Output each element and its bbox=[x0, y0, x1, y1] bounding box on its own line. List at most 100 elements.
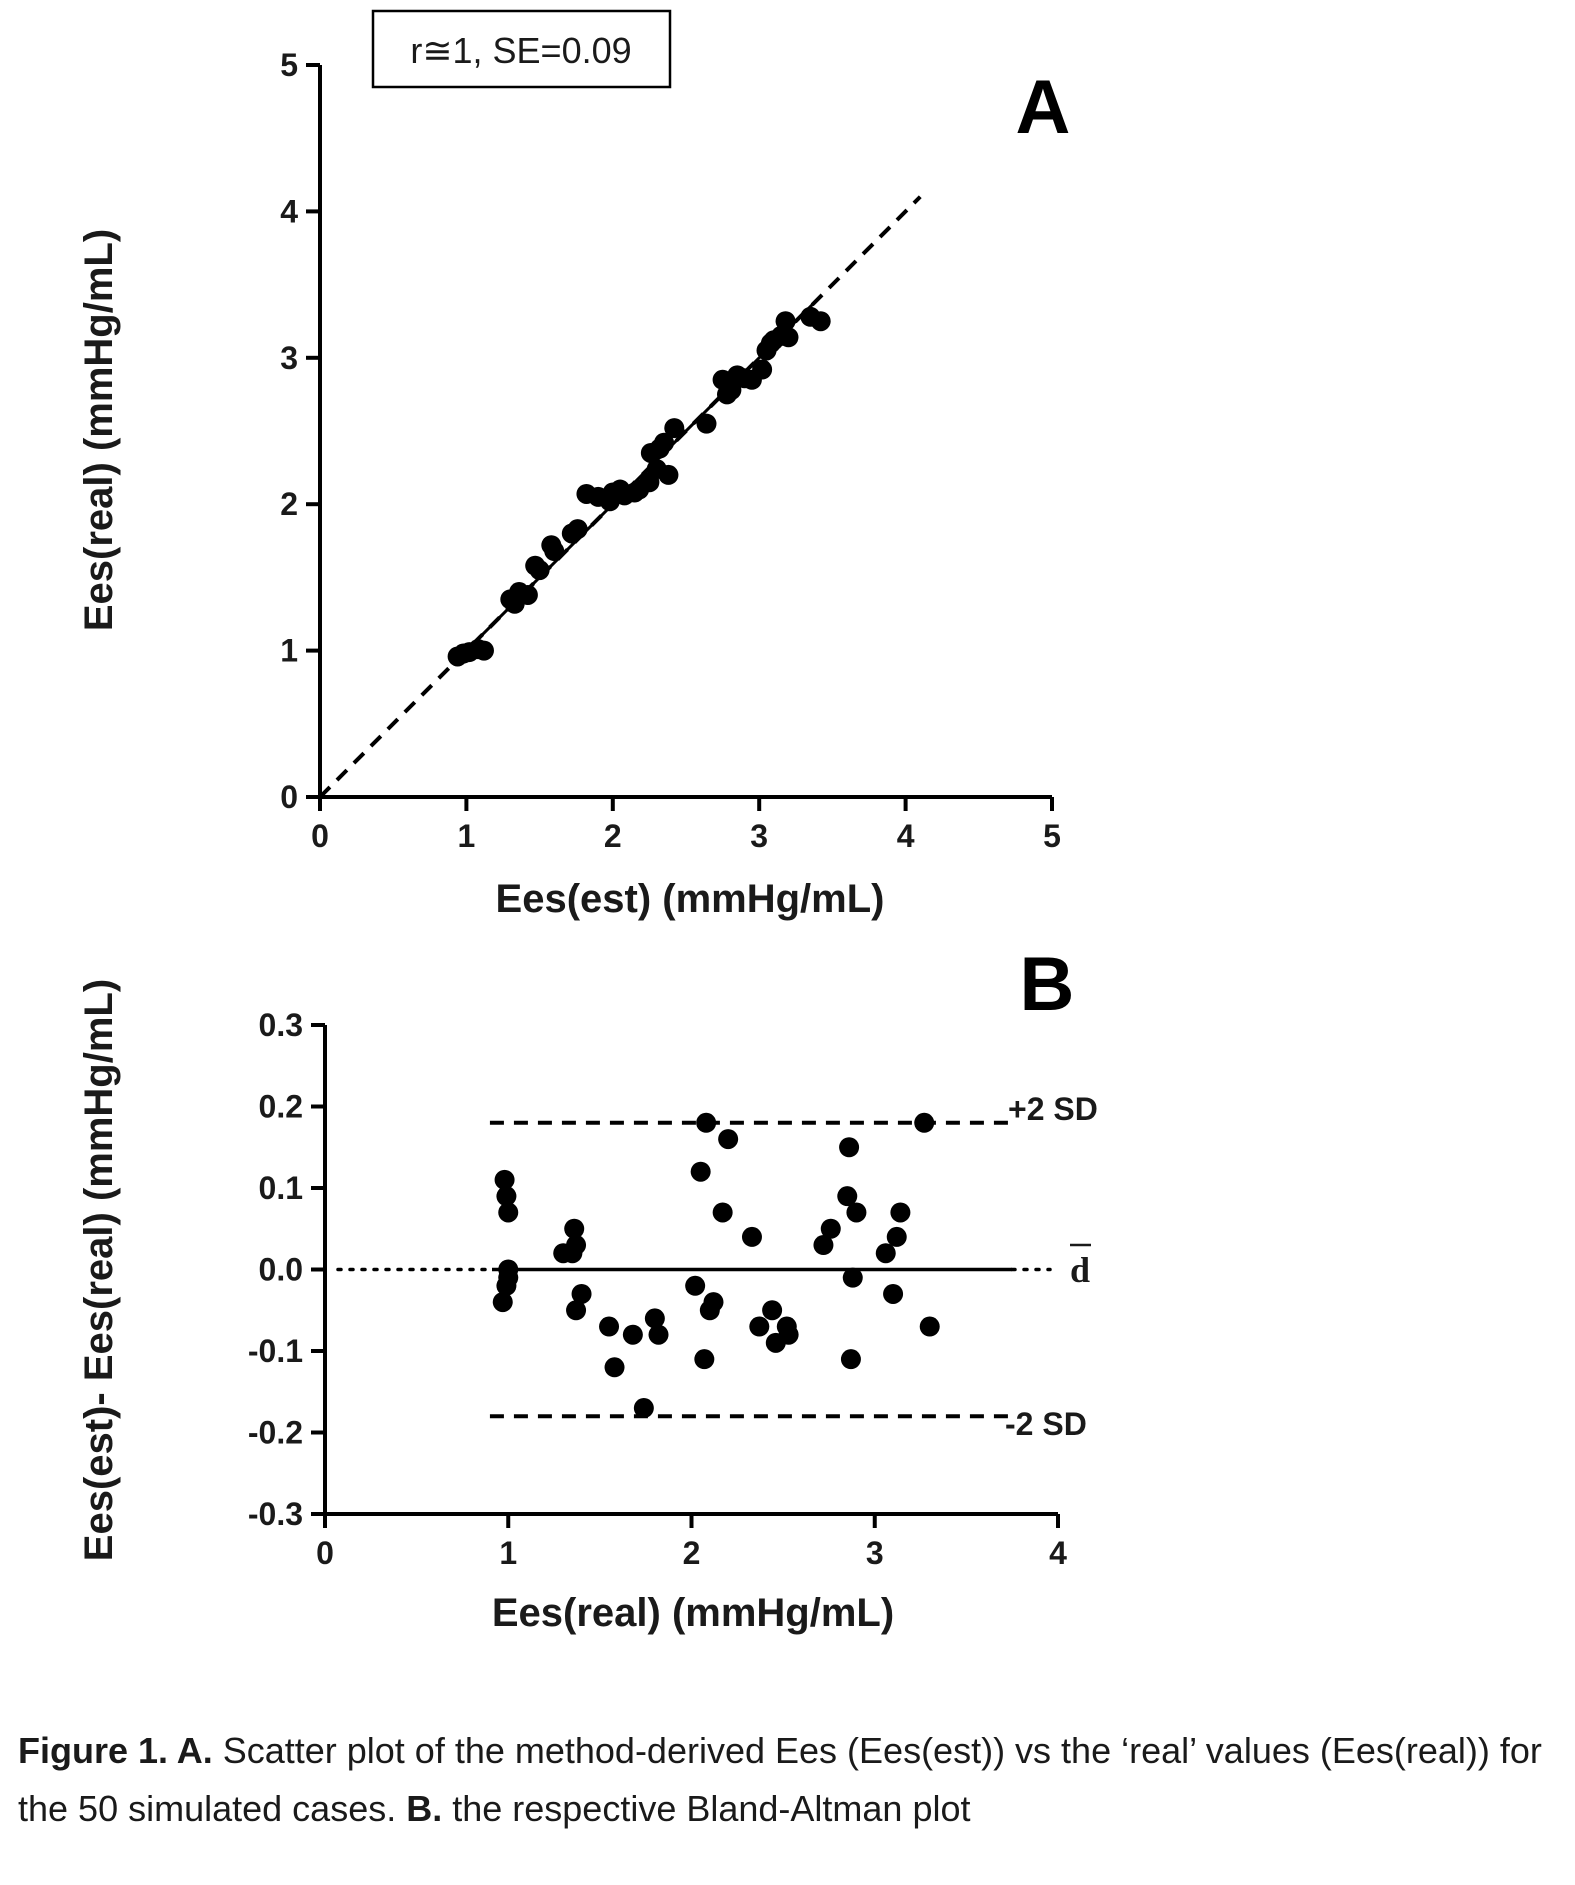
panel-b-data-point bbox=[644, 1308, 665, 1329]
panel-b-data-point bbox=[496, 1186, 517, 1207]
panel-b-data-point bbox=[566, 1300, 587, 1321]
panel-b-data-point bbox=[571, 1283, 592, 1304]
panel-b-data-point bbox=[498, 1267, 519, 1288]
panel-b-data-point bbox=[846, 1202, 867, 1223]
panel-b-data-point bbox=[875, 1243, 896, 1264]
panel-a-letter: A bbox=[1016, 65, 1071, 150]
panel-b-data-point bbox=[564, 1218, 585, 1239]
panel-b-data-point bbox=[813, 1235, 834, 1256]
panel-a-x-tick-label: 5 bbox=[1043, 818, 1061, 854]
panel-b-data-point bbox=[718, 1129, 739, 1150]
panel-a-annotation: r≅1, SE=0.09 bbox=[410, 30, 631, 71]
panel-b-data-point bbox=[762, 1300, 783, 1321]
panel-b-data-point bbox=[622, 1324, 643, 1345]
panel-a-x-tick-label: 0 bbox=[311, 818, 329, 854]
panel-b-data-point bbox=[840, 1349, 861, 1370]
panel-a-data-point bbox=[810, 311, 831, 332]
panel-a-x-tick-label: 2 bbox=[604, 818, 622, 854]
panel-b-data-point bbox=[712, 1202, 733, 1223]
panel-b-data-point bbox=[690, 1161, 711, 1182]
panel-a-data-point bbox=[778, 327, 799, 348]
panel-b-data-point bbox=[492, 1292, 513, 1313]
panel-a-annotation-box bbox=[371, 9, 672, 89]
panel-b-data-point bbox=[741, 1226, 762, 1247]
panel-b-mean-label: d bbox=[1070, 1250, 1090, 1290]
panel-b-data-point bbox=[633, 1398, 654, 1419]
panel-b-data-point bbox=[839, 1137, 860, 1158]
panel-b-y-tick-label: -0.2 bbox=[248, 1415, 303, 1451]
panel-a-data-point bbox=[775, 311, 796, 332]
panel-a-x-ticks: 0 1 2 3 4 5 bbox=[311, 797, 1061, 854]
panel-b-data-point bbox=[842, 1267, 863, 1288]
panel-b-points bbox=[492, 1112, 940, 1419]
panel-b-data-point bbox=[914, 1112, 935, 1133]
panel-b-x-tick-label: 2 bbox=[683, 1535, 701, 1571]
panel-a-identity-dashed-line bbox=[318, 195, 922, 799]
panel-b-y-tick-label: -0.3 bbox=[248, 1496, 303, 1532]
panel-b-data-point bbox=[498, 1202, 519, 1223]
caption-part2: the respective Bland-Altman plot bbox=[442, 1788, 971, 1829]
panel-b-x-tick-label: 3 bbox=[866, 1535, 884, 1571]
panel-b-letter: B bbox=[1020, 942, 1075, 1027]
panel-a-x-tick-label: 4 bbox=[897, 818, 915, 854]
panel-b-bland-altman-plot: 0 1 2 3 4 0.3 0.2 0.1 0.0 -0.1 -0.2 -0.3 +2 SD -2 … bbox=[77, 942, 1098, 1635]
panel-b-y-tick-label: 0.3 bbox=[259, 1007, 303, 1043]
panel-a-data-point bbox=[544, 541, 565, 562]
panel-a-y-tick-label: 2 bbox=[280, 486, 298, 522]
panel-b-data-point bbox=[919, 1316, 940, 1337]
caption-bold-prefix: Figure 1. A. bbox=[18, 1730, 213, 1771]
panel-a-y-tick-label: 1 bbox=[280, 633, 298, 669]
panel-b-y-tick-label: 0.1 bbox=[259, 1170, 303, 1206]
panel-a-y-tick-label: 4 bbox=[280, 193, 298, 229]
panel-a-x-tick-label: 3 bbox=[750, 818, 768, 854]
panel-b-y-tick-label: 0.0 bbox=[259, 1252, 303, 1288]
panel-b-data-point bbox=[648, 1324, 669, 1345]
panel-a-y-axis-title: Ees(real) (mmHg/mL) bbox=[77, 229, 121, 631]
panel-b-x-tick-label: 1 bbox=[499, 1535, 517, 1571]
panel-a-data-point bbox=[696, 413, 717, 434]
panel-a-y-ticks: 0 1 2 3 4 5 bbox=[280, 47, 320, 815]
panel-a-data-point bbox=[529, 560, 550, 581]
panel-b-data-point bbox=[494, 1169, 515, 1190]
panel-b-y-axis-title: Ees(est)- Ees(real) (mmHg/mL) bbox=[77, 979, 121, 1561]
panel-a-x-axis-title: Ees(est) (mmHg/mL) bbox=[496, 877, 885, 921]
panel-a-identity-line bbox=[318, 195, 922, 799]
panel-b-upper-limit-label: +2 SD bbox=[1008, 1091, 1098, 1127]
panel-a-y-tick-label: 3 bbox=[280, 340, 298, 376]
panel-b-y-ticks: 0.3 0.2 0.1 0.0 -0.1 -0.2 -0.3 bbox=[248, 1007, 325, 1532]
panel-a-y-tick-label: 0 bbox=[280, 779, 298, 815]
panel-a-data-point bbox=[664, 418, 685, 439]
panel-b-data-point bbox=[883, 1283, 904, 1304]
panel-b-data-point bbox=[694, 1349, 715, 1370]
panel-b-data-point bbox=[749, 1316, 770, 1337]
panel-b-data-point bbox=[778, 1324, 799, 1345]
panel-a-data-point bbox=[654, 432, 675, 453]
panel-b-data-point bbox=[696, 1112, 717, 1133]
figure-caption: Figure 1. A. Scatter plot of the method-… bbox=[18, 1722, 1563, 1838]
panel-a-data-point bbox=[517, 584, 538, 605]
panel-b-data-point bbox=[599, 1316, 620, 1337]
panel-b-data-point bbox=[685, 1275, 706, 1296]
panel-b-data-point bbox=[820, 1218, 841, 1239]
caption-bold-b: B. bbox=[406, 1788, 443, 1829]
panel-a-data-point bbox=[567, 519, 588, 540]
panel-b-data-point bbox=[566, 1235, 587, 1256]
panel-b-data-point bbox=[837, 1186, 858, 1207]
panel-a-y-tick-label: 5 bbox=[280, 47, 298, 83]
panel-b-data-point bbox=[703, 1292, 724, 1313]
panel-b-y-tick-label: -0.1 bbox=[248, 1333, 303, 1369]
panel-a-x-tick-label: 1 bbox=[458, 818, 476, 854]
panel-b-x-ticks: 0 1 2 3 4 bbox=[316, 1514, 1067, 1571]
panel-b-lower-limit-label: -2 SD bbox=[1005, 1406, 1087, 1442]
panel-b-data-point bbox=[890, 1202, 911, 1223]
panel-a-scatter-plot: 0 1 2 3 4 5 0 1 2 3 4 5 Ees(est) (mmHg/mL) Ees(rea… bbox=[77, 9, 1071, 921]
panel-a-data-point bbox=[752, 359, 773, 380]
panel-b-x-axis-title: Ees(real) (mmHg/mL) bbox=[492, 1591, 894, 1635]
panel-b-data-point bbox=[604, 1357, 625, 1378]
caption-part1: Scatter plot of the method-derived Ees (… bbox=[18, 1730, 1542, 1829]
panel-b-data-point bbox=[886, 1226, 907, 1247]
panel-a-data-point bbox=[658, 464, 679, 485]
panel-b-x-tick-label: 0 bbox=[316, 1535, 334, 1571]
panel-a-data-point bbox=[473, 640, 494, 661]
